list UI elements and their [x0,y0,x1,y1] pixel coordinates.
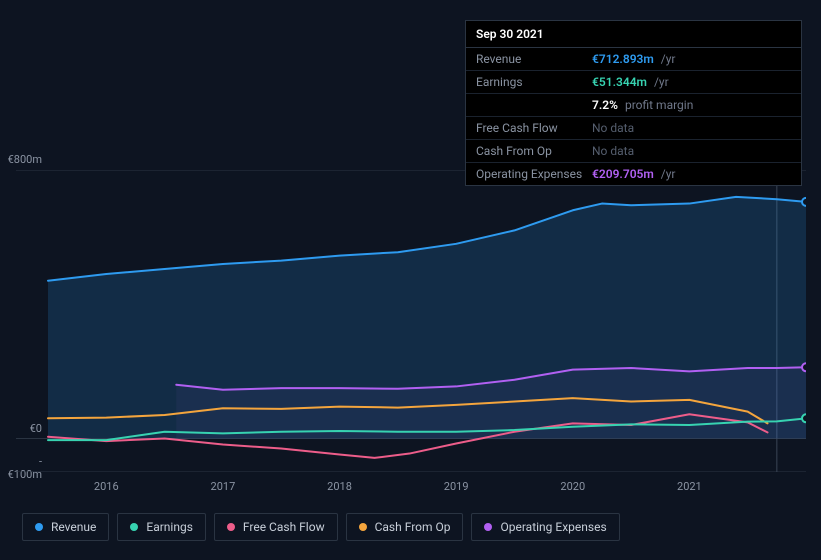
tooltip-row-value: No data [592,144,791,158]
legend-dot-icon [359,523,367,531]
x-tick-label: 2019 [444,480,469,493]
tooltip-row-label: Cash From Op [476,144,592,158]
tooltip-row: Revenue€712.893m /yr [466,48,801,71]
legend-item-revenue[interactable]: Revenue [22,513,109,541]
tooltip-row: 7.2% profit margin [466,94,801,117]
legend-dot-icon [227,523,235,531]
tooltip-row-value: €712.893m /yr [592,52,791,66]
tooltip-row: Earnings€51.344m /yr [466,71,801,94]
x-tick-label: 2021 [677,480,702,493]
legend-item-cashop[interactable]: Cash From Op [346,513,464,541]
chart-container: Sep 30 2021 Revenue€712.893m /yrEarnings… [0,0,821,560]
legend-label: Cash From Op [375,520,451,534]
legend-dot-icon [35,523,43,531]
x-tick-label: 2018 [327,480,352,493]
chart-svg [16,170,806,472]
legend-label: Earnings [146,520,193,534]
tooltip-row-value: €51.344m /yr [592,75,791,89]
tooltip-row-label: Earnings [476,75,592,89]
x-tick-label: 2017 [211,480,236,493]
tooltip-row: Operating Expenses€209.705m /yr [466,163,801,185]
tooltip-row: Free Cash FlowNo data [466,117,801,140]
legend-item-earnings[interactable]: Earnings [117,513,206,541]
legend-item-fcf[interactable]: Free Cash Flow [214,513,338,541]
x-tick-label: 2016 [94,480,119,493]
chart-tooltip: Sep 30 2021 Revenue€712.893m /yrEarnings… [465,20,802,186]
x-tick-label: 2020 [560,480,585,493]
legend-label: Revenue [51,520,96,534]
y-tick-800: €800m [6,153,42,166]
legend-label: Free Cash Flow [243,520,325,534]
legend-label: Operating Expenses [500,520,606,534]
legend-item-opex[interactable]: Operating Expenses [471,513,619,541]
tooltip-row-value: No data [592,121,791,135]
tooltip-row-label: Revenue [476,52,592,66]
chart-plot[interactable] [16,170,806,472]
tooltip-row-label [476,98,592,112]
tooltip-row-value: €209.705m /yr [592,167,791,181]
tooltip-row-label: Operating Expenses [476,167,592,181]
x-axis-labels: 2016 2017 2018 2019 2020 2021 [16,480,806,500]
tooltip-date: Sep 30 2021 [466,21,801,48]
chart-legend: Revenue Earnings Free Cash Flow Cash From O… [22,513,620,541]
legend-dot-icon [484,523,492,531]
tooltip-rows: Revenue€712.893m /yrEarnings€51.344m /yr… [466,48,801,185]
tooltip-row: Cash From OpNo data [466,140,801,163]
tooltip-row-value: 7.2% profit margin [592,98,791,112]
legend-dot-icon [130,523,138,531]
tooltip-row-label: Free Cash Flow [476,121,592,135]
